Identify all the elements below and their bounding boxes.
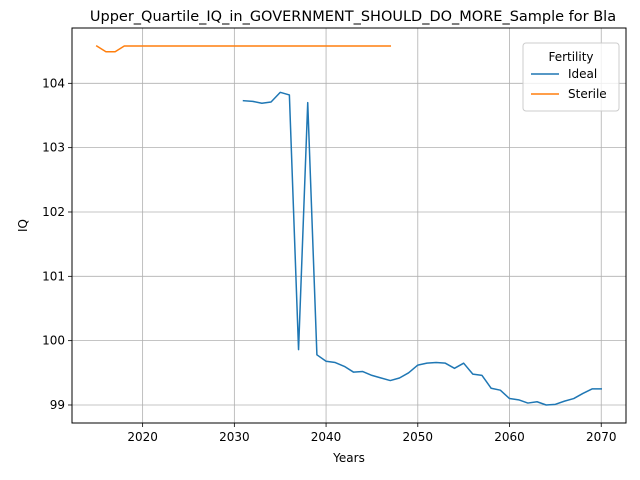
x-tick-label: 2070 <box>586 430 617 444</box>
chart-title: Upper_Quartile_IQ_in_GOVERNMENT_SHOULD_D… <box>90 9 616 25</box>
y-tick-label: 101 <box>42 269 65 283</box>
legend-items: Ideal Sterile <box>531 67 607 101</box>
y-tick-label: 99 <box>50 398 65 412</box>
y-tick-label: 102 <box>42 205 65 219</box>
x-tick-label: 2060 <box>494 430 525 444</box>
series-layer <box>95 44 602 406</box>
x-tick-label: 2020 <box>127 430 158 444</box>
x-tick-label: 2050 <box>403 430 434 444</box>
y-tick-label: 104 <box>42 76 65 90</box>
legend-label: Ideal <box>568 67 597 81</box>
legend-title: Fertility <box>548 50 593 64</box>
series-line-sterile <box>95 44 392 53</box>
plot-frame <box>71 27 627 424</box>
legend: Fertility Ideal Sterile <box>522 42 620 112</box>
x-tick-label: 2040 <box>311 430 342 444</box>
x-tick-label: 2030 <box>219 430 250 444</box>
legend-label: Sterile <box>568 87 607 101</box>
x-axis-label: Years <box>332 451 365 465</box>
ticks: 2020 2030 2040 2050 2060 2070 99 100 101 102 103 10… <box>42 76 616 444</box>
series-line-ideal <box>242 91 602 406</box>
y-tick-label: 103 <box>42 141 65 155</box>
y-tick-label: 100 <box>42 334 65 348</box>
y-axis-label: IQ <box>16 219 30 232</box>
